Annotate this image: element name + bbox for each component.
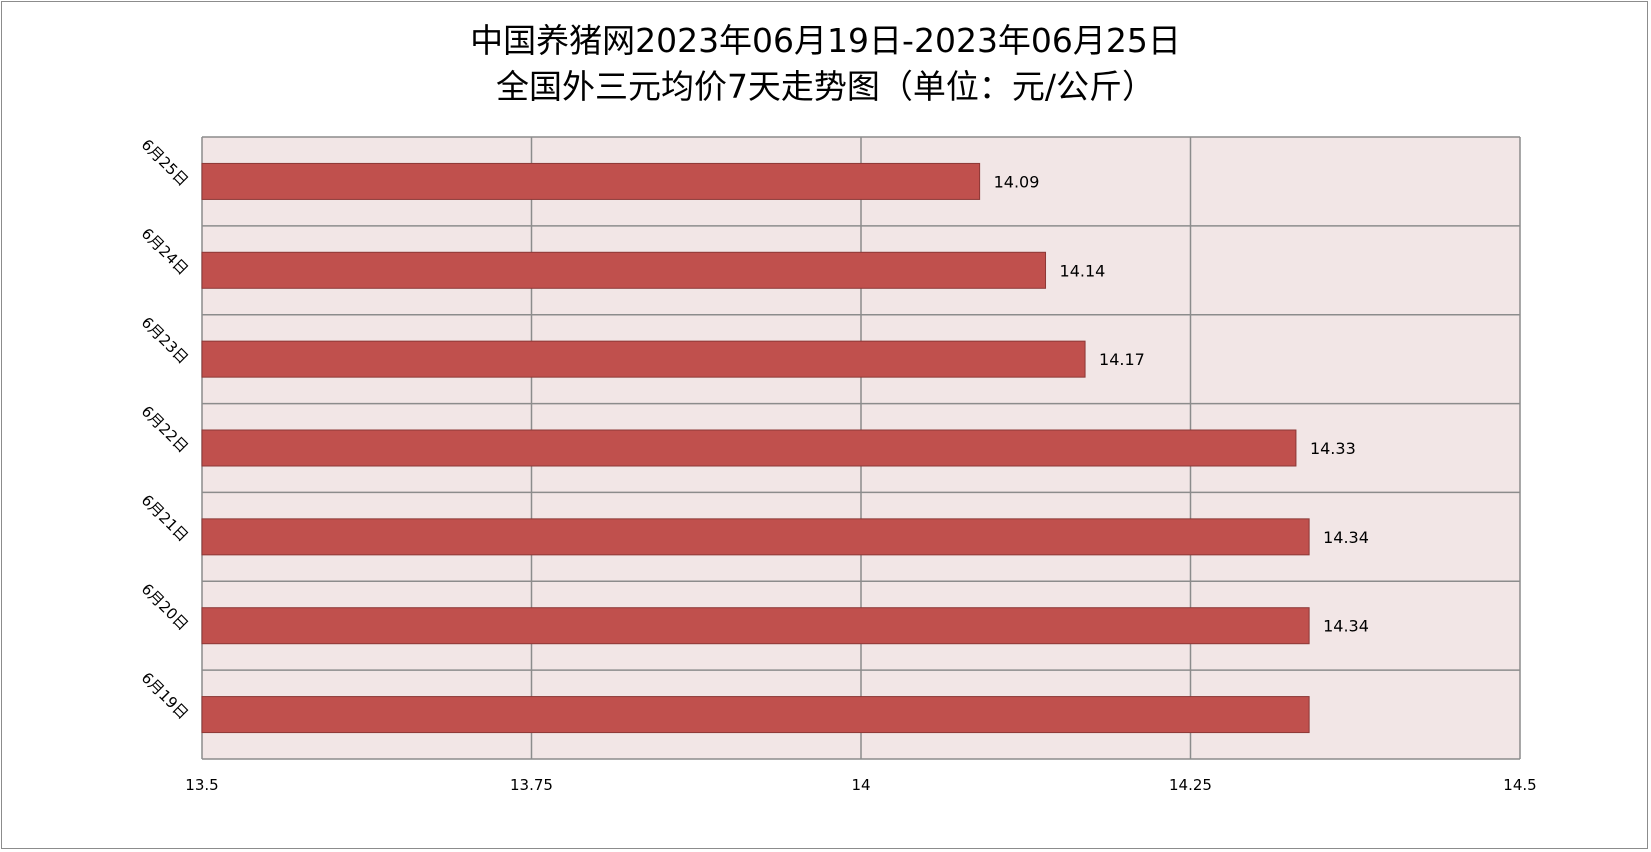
bar	[201, 340, 1086, 378]
data-label: 14.33	[1310, 439, 1356, 458]
bar	[201, 251, 1047, 289]
bar	[201, 162, 981, 200]
data-label: 14.09	[994, 172, 1040, 191]
data-label: 14.34	[1323, 617, 1369, 636]
data-label: 14.34	[1323, 528, 1369, 547]
bar	[201, 696, 1310, 734]
bar	[201, 518, 1310, 556]
category-labels: 6月25日 6月24日 6月23日 6月22日 6月21日 6月20日 6月19日	[138, 136, 192, 723]
category-label: 6月25日	[138, 136, 192, 190]
category-label: 6月21日	[138, 491, 192, 545]
x-tick-label: 14.25	[1169, 776, 1212, 794]
chart-title-line-2: 全国外三元均价7天走势图（单位：元/公斤）	[495, 67, 1156, 106]
chart-title: 中国养猪网2023年06月19日-2023年06月25日 全国外三元均价7天走势…	[0, 18, 1651, 110]
category-label: 6月22日	[138, 402, 192, 456]
x-tick-label: 14	[851, 776, 870, 794]
data-label: 14.17	[1099, 350, 1145, 369]
chart-title-line-1: 中国养猪网2023年06月19日-2023年06月25日	[470, 21, 1181, 60]
category-label: 6月23日	[138, 313, 192, 367]
x-axis-ticks: 13.5 13.75 14 14.25 14.5	[185, 776, 1536, 794]
category-label: 6月24日	[138, 224, 192, 278]
data-label: 14.14	[1060, 261, 1106, 280]
data-labels: 14.09 14.14 14.17 14.33 14.34 14.34	[994, 172, 1369, 635]
x-tick-label: 14.5	[1503, 776, 1536, 794]
x-tick-label: 13.5	[185, 776, 218, 794]
bar	[201, 429, 1297, 467]
x-tick-label: 13.75	[510, 776, 553, 794]
category-label: 6月19日	[138, 669, 192, 723]
bar	[201, 607, 1310, 645]
bars	[201, 162, 1310, 734]
category-label: 6月20日	[138, 580, 192, 634]
